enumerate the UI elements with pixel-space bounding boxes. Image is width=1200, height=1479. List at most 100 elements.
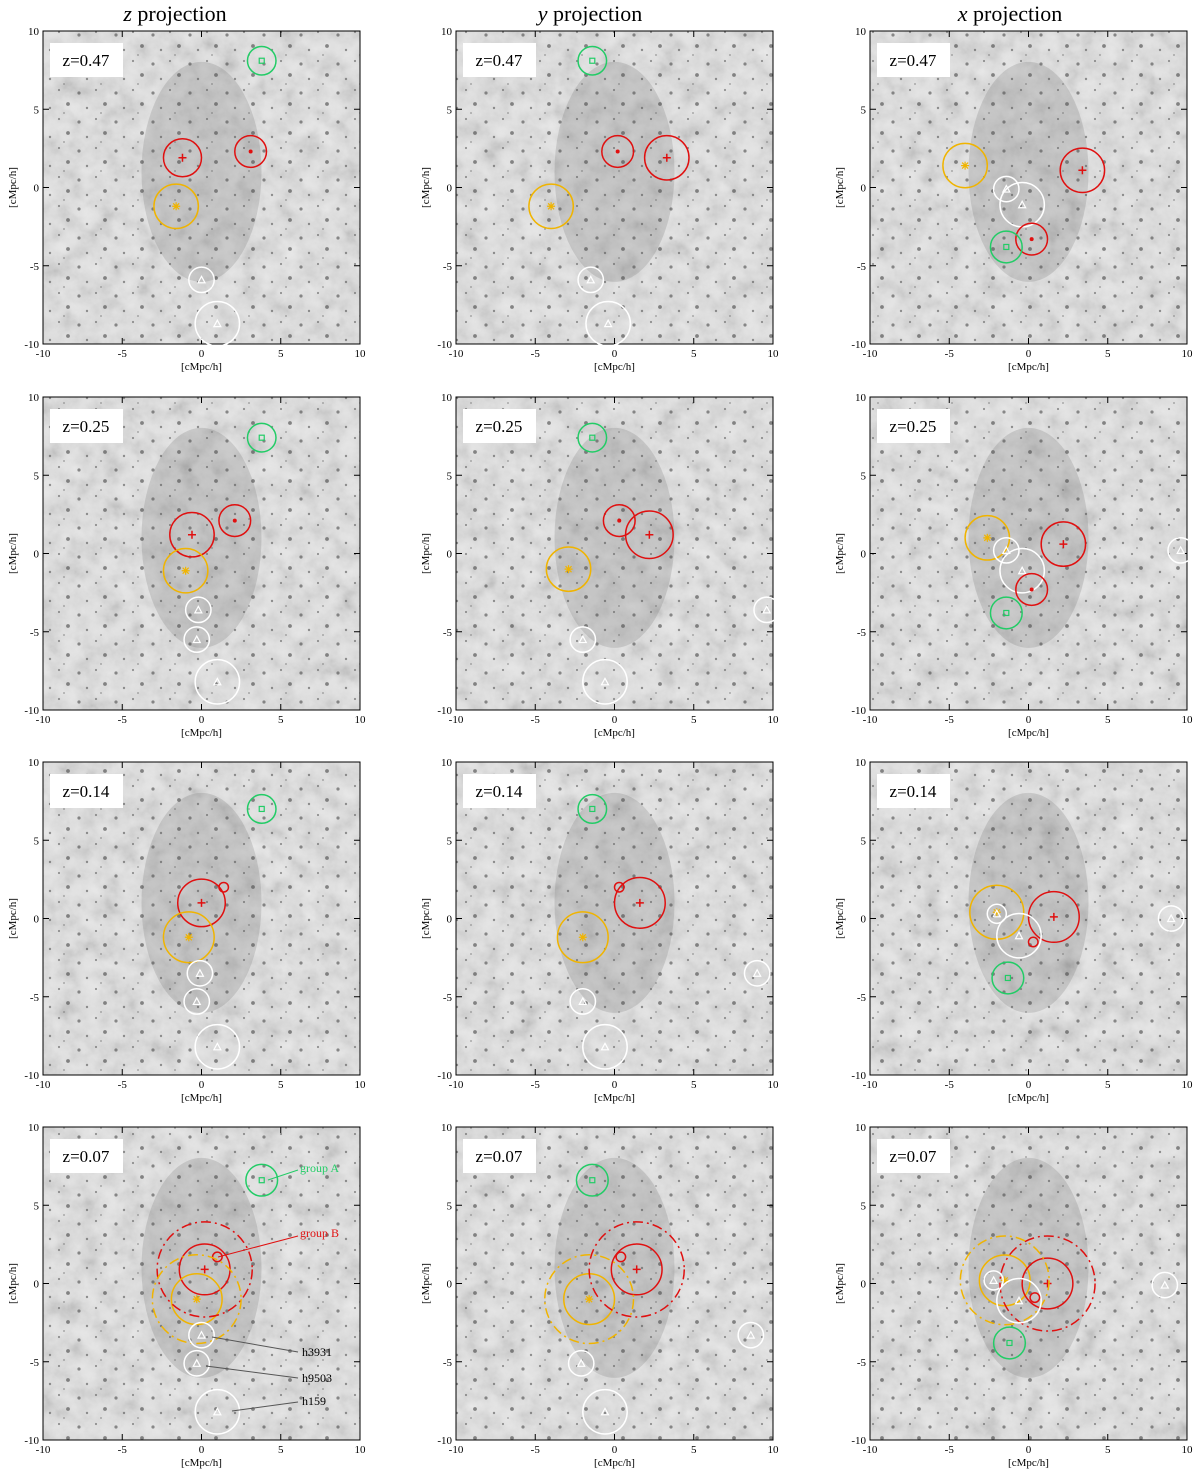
- dot-marker: [248, 149, 253, 154]
- density-map: [43, 1127, 360, 1440]
- redshift-box: [877, 43, 950, 77]
- halo-circle: [624, 510, 674, 560]
- triangle-marker: [212, 677, 222, 686]
- dot-marker: [617, 518, 622, 523]
- halo-circle: [601, 134, 635, 169]
- y-tick-label: -5: [443, 261, 453, 273]
- panel-x-3: -10-10 -5 -5 0 0 5 5 10 10 [cMpc/h] [cMpc/h] z=0.07: [834, 1122, 1193, 1469]
- y-tick-label: 10: [28, 757, 40, 769]
- x-tick-label: 10: [768, 714, 780, 726]
- halo-circle: [737, 1321, 765, 1349]
- x-tick-label: 5: [278, 1444, 284, 1456]
- star-marker: [564, 565, 573, 574]
- halo-circle: [186, 959, 214, 987]
- y-tick-label: 0: [34, 1279, 40, 1291]
- halo-circle: [170, 1273, 223, 1326]
- halo-circle: [194, 658, 241, 705]
- x-tick-label: -5: [118, 714, 128, 726]
- halo-circle: [183, 988, 211, 1015]
- dot-marker: [1029, 587, 1034, 592]
- y-tick-label: -5: [443, 1357, 453, 1369]
- x-tick-label: -5: [118, 1079, 128, 1091]
- triangle-marker: [1001, 184, 1011, 193]
- x-axis-label: [cMpc/h]: [1008, 361, 1049, 373]
- x-tick-label: 10: [1182, 348, 1194, 360]
- plus-marker: [197, 898, 206, 907]
- y-tick-label: 10: [28, 1122, 40, 1134]
- halo-circle: [569, 626, 597, 654]
- redshift-label: z=0.25: [476, 417, 523, 436]
- y-tick-label: 10: [441, 757, 453, 769]
- h3931-label: h3931: [302, 1345, 332, 1359]
- plus-marker: [200, 1265, 209, 1274]
- x-axis-label: [cMpc/h]: [594, 1457, 635, 1469]
- triangle-marker: [192, 996, 202, 1006]
- y-tick-label: 0: [861, 1279, 867, 1291]
- star-marker: [1000, 1276, 1009, 1285]
- triangle-marker: [212, 318, 222, 328]
- x-tick-label: 5: [1105, 1079, 1111, 1091]
- y-tick-label: 10: [441, 26, 453, 38]
- y-tick-label: -5: [30, 1357, 40, 1369]
- y-tick-label: 0: [34, 914, 40, 926]
- y-tick-label: 0: [447, 1279, 453, 1291]
- y-tick-label: -5: [30, 992, 40, 1004]
- x-tick-label: 10: [1182, 714, 1194, 726]
- panel-x-0: -10-10 -5 -5 0 0 5 5 10 10 [cMpc/h] [cMpc/h] z=0.47: [834, 26, 1193, 373]
- square-marker: [589, 57, 596, 64]
- redshift-box: [50, 1139, 123, 1173]
- halo-circle: [989, 230, 1023, 264]
- density-map: [43, 762, 360, 1075]
- h159-label: h159: [302, 1394, 326, 1408]
- redshift-box: [877, 1139, 950, 1173]
- y-tick-label: -5: [30, 261, 40, 273]
- triangle-marker: [212, 1042, 222, 1051]
- y-tick-label: -5: [857, 627, 867, 639]
- x-tick-label: -10: [863, 1079, 878, 1091]
- triangle-marker: [1017, 565, 1027, 575]
- x-axis-label: [cMpc/h]: [181, 1092, 222, 1104]
- x-tick-label: -10: [36, 348, 51, 360]
- halo-circle: [194, 1388, 241, 1435]
- square-marker: [589, 805, 596, 813]
- y-tick-label: 10: [28, 392, 40, 404]
- plus-marker: [1043, 1279, 1052, 1288]
- x-tick-label: -5: [945, 348, 955, 360]
- y-tick-label: -5: [443, 627, 453, 639]
- star-marker: [961, 161, 970, 170]
- triangle-marker: [1001, 545, 1011, 554]
- virial-radius-circle: [544, 1254, 635, 1345]
- density-map: [456, 1127, 773, 1440]
- x-tick-label: -10: [863, 1444, 878, 1456]
- halo-circle: [996, 912, 1042, 959]
- triangle-marker: [1160, 1280, 1170, 1289]
- density-map: [456, 397, 773, 710]
- density-map: [43, 397, 360, 710]
- y-tick-label: 10: [855, 392, 867, 404]
- x-tick-label: 10: [1182, 1444, 1194, 1456]
- redshift-label: z=0.47: [890, 51, 937, 70]
- x-tick-label: -10: [449, 1444, 464, 1456]
- group-b-pointer: [217, 1235, 299, 1258]
- plus-marker: [178, 153, 187, 162]
- x-tick-label: 0: [199, 1444, 205, 1456]
- square-marker: [258, 805, 265, 813]
- y-tick-label: -10: [851, 339, 866, 351]
- halo-circle: [1059, 147, 1106, 194]
- panel-y-1: -10-10 -5 -5 0 0 5 5 10 10 [cMpc/h] [cMpc/h] z=0.25: [420, 392, 781, 739]
- x-tick-label: -10: [863, 348, 878, 360]
- halo-circle: [577, 266, 605, 294]
- density-map: [456, 762, 773, 1075]
- density-map: [870, 1127, 1187, 1440]
- triangle-marker: [192, 634, 202, 644]
- redshift-label: z=0.14: [476, 782, 523, 801]
- triangle-marker: [212, 1407, 222, 1416]
- x-tick-label: 5: [691, 1444, 697, 1456]
- y-tick-label: 5: [861, 470, 867, 482]
- virial-radius-circle: [959, 1235, 1050, 1326]
- h159-pointer: [231, 1401, 299, 1412]
- h9503-label: h9503: [302, 1371, 332, 1385]
- redshift-box: [463, 1139, 536, 1173]
- triangle-marker: [600, 1042, 610, 1051]
- x-axis-label: [cMpc/h]: [1008, 1092, 1049, 1104]
